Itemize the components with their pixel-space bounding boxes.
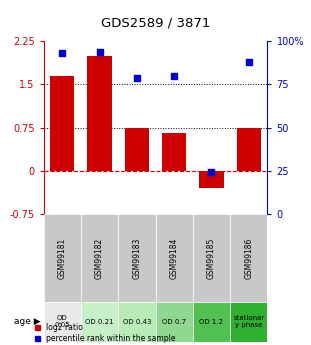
Text: OD 0.7: OD 0.7 [162, 319, 186, 325]
Text: GSM99182: GSM99182 [95, 237, 104, 278]
Bar [44, 214, 81, 302]
Bar [87, 56, 112, 170]
Bar [81, 302, 118, 342]
Text: GSM99184: GSM99184 [170, 237, 179, 279]
Legend: log2 ratio, percentile rank within the sample: log2 ratio, percentile rank within the s… [35, 323, 176, 343]
Text: GSM99186: GSM99186 [244, 237, 253, 279]
Text: OD 1.2: OD 1.2 [199, 319, 224, 325]
Bar [118, 302, 156, 342]
Text: GDS2589 / 3871: GDS2589 / 3871 [101, 16, 210, 29]
Text: OD 0.43: OD 0.43 [123, 319, 151, 325]
Bar [156, 302, 193, 342]
Bar [193, 302, 230, 342]
Bar [44, 302, 81, 342]
Point [60, 51, 65, 56]
Bar [118, 214, 156, 302]
Point [172, 73, 177, 79]
Text: OD 0.21: OD 0.21 [85, 319, 114, 325]
Point [97, 49, 102, 55]
Bar [156, 214, 193, 302]
Bar [125, 128, 149, 170]
Text: OD
0.05: OD 0.05 [54, 315, 70, 328]
Point [209, 169, 214, 175]
Text: GSM99181: GSM99181 [58, 237, 67, 278]
Bar [162, 133, 186, 170]
Bar [50, 76, 74, 170]
Point [246, 59, 251, 65]
Text: age ▶: age ▶ [14, 317, 40, 326]
Bar [193, 214, 230, 302]
Bar [237, 128, 261, 170]
Text: GSM99183: GSM99183 [132, 237, 141, 279]
Bar [81, 214, 118, 302]
Bar [230, 302, 267, 342]
Bar [199, 170, 224, 188]
Point [134, 75, 139, 80]
Text: GSM99185: GSM99185 [207, 237, 216, 279]
Bar [230, 214, 267, 302]
Text: stationar
y phase: stationar y phase [233, 315, 264, 328]
